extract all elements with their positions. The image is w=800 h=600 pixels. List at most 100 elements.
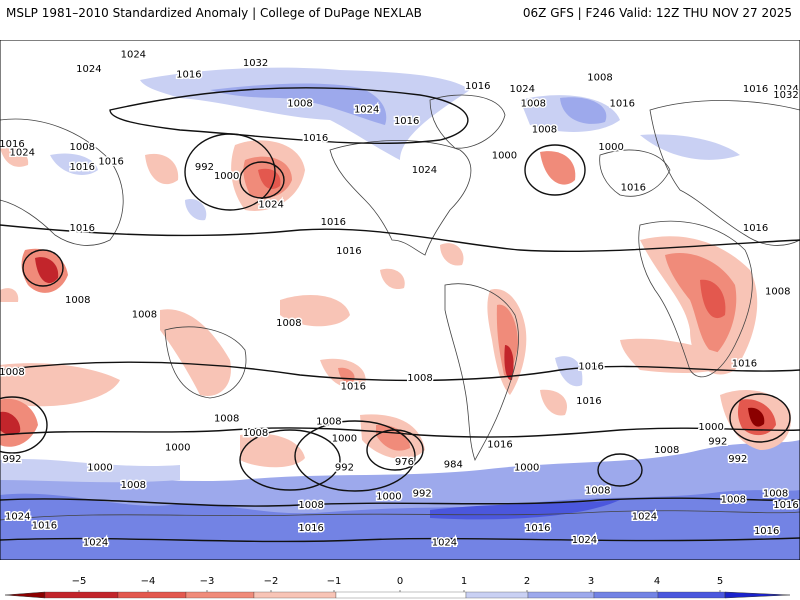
isobar-label: 1016 <box>98 156 123 167</box>
isobar <box>184 133 276 211</box>
colorbar-tick-label: 5 <box>717 576 723 587</box>
isobar <box>22 249 64 287</box>
coast-africa <box>638 220 753 378</box>
isobar <box>294 420 416 492</box>
isobar-label: 1000 <box>214 171 239 182</box>
anomaly-area-neg4 <box>504 345 514 381</box>
anomaly-area-neg1 <box>0 363 120 407</box>
coast-asia <box>649 100 800 246</box>
isobar <box>0 427 800 438</box>
isobar-label: 1008 <box>585 486 610 497</box>
isobar-label: 1008 <box>721 494 746 505</box>
anomaly-area-neg1 <box>0 147 29 167</box>
colorbar-tick-label: −2 <box>264 576 279 587</box>
model-run-info: 06Z GFS | F246 Valid: 12Z THU NOV 27 202… <box>522 6 792 20</box>
colorbar-tick-label: −5 <box>72 576 87 587</box>
anomaly-area-neg4 <box>0 411 21 436</box>
coast-greenland <box>429 94 506 149</box>
isobar-label: 1016 <box>341 382 366 393</box>
isobar-label: 1000 <box>87 463 112 474</box>
anomaly-area-pos1 <box>0 458 180 483</box>
anomaly-area-neg5 <box>748 407 765 427</box>
isobar-label: 1016 <box>609 99 634 110</box>
isobar <box>524 144 586 196</box>
isobar-label: 1016 <box>0 139 25 150</box>
isobar-label: 1024 <box>432 538 457 549</box>
isobar-label: 1024 <box>9 148 34 159</box>
isobar-label: 1008 <box>214 413 239 424</box>
isobar-label: 1024 <box>354 104 379 115</box>
isobar <box>0 396 48 454</box>
anomaly-area-pos1 <box>185 199 207 221</box>
isobar <box>0 361 800 382</box>
colorbar-segment <box>593 591 659 599</box>
isobar-label: 1008 <box>69 142 94 153</box>
isobar-label: 976 <box>395 457 414 468</box>
isobar-label: 1008 <box>521 99 546 110</box>
colorbar-segment <box>335 591 467 599</box>
anomaly-area-neg1 <box>540 389 568 416</box>
colorbar-segment <box>185 591 255 599</box>
colorbar-segment <box>117 591 187 599</box>
isobar <box>0 497 800 507</box>
isobar-label: 1008 <box>0 367 25 378</box>
isobar-label: 992 <box>2 454 21 465</box>
isobar-label: 1016 <box>176 70 201 81</box>
colorbar-tick-label: 3 <box>588 576 594 587</box>
isobar-label: 1008 <box>316 416 341 427</box>
isobar-label: 1024 <box>258 200 283 211</box>
colorbar-segment <box>253 591 337 599</box>
isobar-label: 1016 <box>732 359 757 370</box>
isobar-label: 1024 <box>83 538 108 549</box>
colorbar-tick-label: 4 <box>654 576 660 587</box>
isobar-label: 992 <box>708 437 727 448</box>
isobar-label: 1008 <box>407 373 432 384</box>
isobar <box>0 224 800 253</box>
isobar <box>0 537 800 543</box>
anomaly-area-neg1 <box>280 295 350 327</box>
coast-europe <box>599 149 671 197</box>
isobar-label: 1016 <box>754 526 779 537</box>
anomaly-area-neg1 <box>0 288 19 302</box>
isobar-label: 1008 <box>65 295 90 306</box>
isobar-label: 1008 <box>763 489 788 500</box>
isobar <box>109 87 469 145</box>
isobar-label: 1032 <box>773 90 798 101</box>
isobar <box>597 453 643 487</box>
isobar-label: 1024 <box>412 165 437 176</box>
anomaly-area-neg1 <box>380 268 405 290</box>
colorbar-tick-label: 1 <box>461 576 467 587</box>
isobar-label: 1024 <box>121 49 146 60</box>
anomaly-area-pos1 <box>50 153 98 175</box>
isobar-label: 1000 <box>598 142 623 153</box>
isobar-label: 1016 <box>321 217 346 228</box>
isobar-label: 984 <box>444 460 463 471</box>
isobar-label: 1016 <box>394 116 419 127</box>
colorbar-tick-label: −4 <box>141 576 156 587</box>
isobar-label: 1016 <box>743 84 768 95</box>
isobar <box>366 429 424 471</box>
isobar-label: 992 <box>195 162 214 173</box>
colorbar-segment <box>657 591 726 599</box>
isobar-label: 1008 <box>121 480 146 491</box>
isobar-label: 1008 <box>276 318 301 329</box>
isobar-label: 992 <box>413 489 432 500</box>
anomaly-area-neg3 <box>700 279 726 319</box>
isobar-label: 1016 <box>576 396 601 407</box>
isobar-label: 1000 <box>492 151 517 162</box>
isobar-label: 1008 <box>287 99 312 110</box>
anomaly-area-pos2 <box>560 97 607 124</box>
isobar-label: 1016 <box>69 162 94 173</box>
isobar-label: 1008 <box>132 309 157 320</box>
anomaly-area-neg2 <box>665 253 737 355</box>
colorbar-tick-label: −3 <box>200 576 215 587</box>
isobar-label: 1008 <box>654 445 679 456</box>
anomaly-area-neg1 <box>270 438 297 459</box>
coast-north-america <box>329 140 472 256</box>
anomaly-area-neg1 <box>160 309 231 396</box>
isobar-label: 1016 <box>578 361 603 372</box>
anomaly-area-neg1 <box>620 338 740 373</box>
isobar-label: 1008 <box>587 73 612 84</box>
